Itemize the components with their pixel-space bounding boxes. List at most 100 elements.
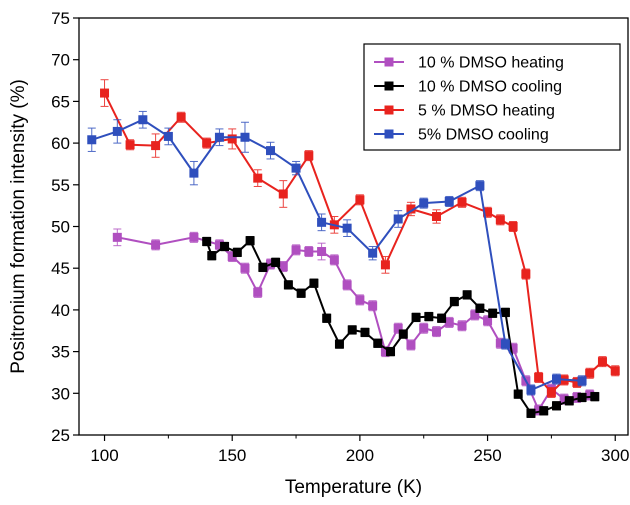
y-tick-label: 55 <box>51 176 70 195</box>
data-point <box>373 338 383 348</box>
data-point <box>355 295 365 305</box>
data-point <box>406 340 416 350</box>
data-point <box>304 151 314 161</box>
data-point <box>444 317 454 327</box>
data-point <box>368 248 378 258</box>
data-point <box>347 325 357 335</box>
data-point <box>585 390 595 400</box>
series-1 <box>202 236 600 418</box>
data-point <box>271 257 281 267</box>
data-point <box>176 112 186 122</box>
data-point <box>278 189 288 199</box>
data-point <box>457 321 467 331</box>
data-point <box>309 278 319 288</box>
data-point <box>406 204 416 214</box>
y-tick-label: 65 <box>51 92 70 111</box>
legend-marker <box>384 57 394 67</box>
x-tick-label: 300 <box>601 446 629 465</box>
data-point <box>393 214 403 224</box>
legend-label: 10 % DMSO heating <box>418 55 564 72</box>
data-point <box>214 240 224 250</box>
data-point <box>475 303 485 313</box>
data-point <box>431 211 441 221</box>
x-tick-label: 250 <box>473 446 501 465</box>
y-tick-label: 30 <box>51 384 70 403</box>
legend-marker <box>384 105 394 115</box>
legend-marker <box>384 129 394 139</box>
data-point <box>232 247 242 257</box>
data-point <box>500 307 510 317</box>
y-tick-label: 45 <box>51 259 70 278</box>
data-point <box>317 217 327 227</box>
data-point <box>508 222 518 231</box>
legend-label: 5 % DMSO heating <box>418 103 555 120</box>
data-point <box>207 251 217 261</box>
data-point <box>398 329 408 339</box>
data-point <box>253 173 263 183</box>
data-point <box>488 308 498 318</box>
data-point <box>380 347 390 357</box>
data-point <box>572 377 582 387</box>
x-tick-label: 200 <box>346 446 374 465</box>
data-point <box>610 366 620 376</box>
data-point <box>457 197 467 207</box>
data-point <box>278 262 288 272</box>
data-point <box>393 323 403 333</box>
x-tick-label: 150 <box>218 446 246 465</box>
data-point <box>526 408 536 418</box>
data-point <box>240 263 250 273</box>
series-line <box>117 236 590 413</box>
data-point <box>419 323 429 333</box>
data-point <box>253 287 263 297</box>
y-axis: 25 30 35 40 45 50 55 60 65 70 75 <box>51 9 79 445</box>
y-tick-label: 40 <box>51 301 70 320</box>
data-point <box>411 312 421 322</box>
data-point <box>552 374 562 384</box>
data-point <box>138 115 148 125</box>
y-tick-label: 25 <box>51 426 70 445</box>
data-point <box>449 297 459 307</box>
data-point <box>526 385 536 395</box>
legend-item: 5 % DMSO heating <box>374 103 555 120</box>
data-point <box>590 392 600 402</box>
legend-label: 5% DMSO cooling <box>418 127 549 144</box>
data-point <box>483 207 493 217</box>
data-point <box>500 339 510 349</box>
series-2 <box>100 79 620 398</box>
data-point <box>577 376 587 386</box>
data-point <box>220 242 230 252</box>
data-point <box>462 290 472 300</box>
data-point <box>151 240 161 250</box>
series-line <box>91 118 583 392</box>
data-point <box>342 280 352 290</box>
data-point <box>342 223 352 233</box>
data-point <box>470 310 480 320</box>
legend-item: 5% DMSO cooling <box>374 127 549 144</box>
data-point <box>534 405 544 415</box>
legend: 10 % DMSO heating 10 % DMSO cooling 5 % DM… <box>363 43 621 151</box>
data-point <box>495 215 505 225</box>
data-point <box>585 368 595 378</box>
data-point <box>304 247 314 257</box>
data-point <box>291 245 301 255</box>
data-point <box>355 195 365 205</box>
data-point <box>322 313 332 323</box>
data-point <box>380 260 390 270</box>
y-tick-label: 60 <box>51 134 70 153</box>
data-point <box>546 387 556 397</box>
data-point <box>125 140 135 150</box>
data-point <box>386 347 396 357</box>
y-tick-label: 35 <box>51 343 70 362</box>
data-point <box>368 301 378 311</box>
data-point <box>419 198 429 208</box>
data-point <box>100 88 110 98</box>
data-point <box>283 280 293 290</box>
data-point <box>534 372 544 382</box>
data-point <box>552 401 562 411</box>
y-tick-label: 50 <box>51 218 70 237</box>
data-point <box>202 237 212 247</box>
data-point <box>112 232 122 242</box>
data-point <box>296 288 306 298</box>
data-point <box>151 141 161 151</box>
